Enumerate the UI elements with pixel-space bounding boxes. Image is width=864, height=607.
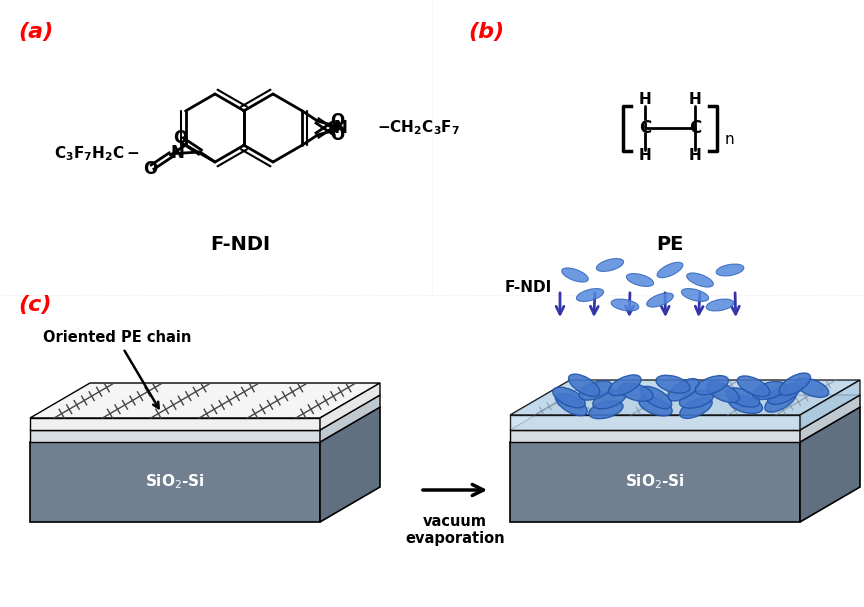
Polygon shape [320, 407, 380, 522]
Polygon shape [320, 383, 380, 430]
Ellipse shape [668, 379, 699, 401]
Polygon shape [320, 395, 380, 442]
Ellipse shape [608, 375, 641, 396]
Ellipse shape [579, 381, 613, 400]
Text: Oriented PE chain: Oriented PE chain [43, 330, 191, 409]
Ellipse shape [716, 264, 744, 276]
Text: H: H [638, 149, 651, 163]
Text: F-NDI: F-NDI [210, 236, 270, 254]
Text: $\mathbf{-CH_2C_3F_7}$: $\mathbf{-CH_2C_3F_7}$ [378, 118, 461, 137]
Ellipse shape [589, 401, 623, 419]
Text: (c): (c) [18, 295, 52, 315]
Ellipse shape [727, 388, 759, 407]
Polygon shape [30, 395, 380, 430]
Polygon shape [510, 430, 800, 442]
Ellipse shape [556, 393, 588, 416]
Text: PE: PE [657, 236, 683, 254]
Text: C: C [638, 119, 651, 137]
Text: SiO$_2$-Si: SiO$_2$-Si [626, 473, 685, 491]
Text: (b): (b) [468, 22, 504, 42]
Text: C: C [638, 119, 651, 137]
Ellipse shape [706, 299, 734, 311]
Text: SiO$_2$-Si: SiO$_2$-Si [145, 473, 205, 491]
Text: O: O [143, 160, 158, 178]
Ellipse shape [696, 376, 728, 395]
Ellipse shape [638, 396, 672, 416]
Text: vacuum
evaporation: vacuum evaporation [405, 514, 505, 546]
Polygon shape [510, 395, 860, 430]
Polygon shape [30, 418, 320, 430]
Polygon shape [30, 383, 380, 418]
Text: n: n [725, 132, 734, 148]
Ellipse shape [658, 262, 683, 278]
Polygon shape [510, 407, 860, 442]
Ellipse shape [562, 268, 588, 282]
Text: O: O [330, 112, 345, 130]
Ellipse shape [779, 373, 810, 395]
Polygon shape [800, 407, 860, 522]
Polygon shape [30, 430, 320, 442]
Text: O: O [173, 129, 187, 147]
Ellipse shape [796, 378, 829, 398]
Ellipse shape [728, 396, 763, 413]
Polygon shape [30, 407, 380, 442]
Ellipse shape [619, 383, 653, 401]
Ellipse shape [682, 288, 708, 302]
Ellipse shape [626, 274, 653, 287]
Polygon shape [510, 415, 800, 430]
Ellipse shape [753, 382, 786, 399]
Polygon shape [30, 442, 320, 522]
Polygon shape [510, 380, 860, 415]
Ellipse shape [680, 398, 712, 418]
Ellipse shape [611, 299, 638, 311]
Ellipse shape [687, 273, 714, 287]
Text: H: H [689, 92, 702, 107]
Text: N: N [334, 119, 347, 137]
Ellipse shape [707, 382, 740, 402]
Text: F-NDI: F-NDI [505, 280, 552, 296]
Polygon shape [800, 395, 860, 442]
Ellipse shape [765, 390, 796, 412]
Ellipse shape [596, 259, 624, 271]
Ellipse shape [647, 293, 673, 307]
Text: H: H [638, 92, 651, 107]
Ellipse shape [569, 374, 600, 396]
Polygon shape [800, 380, 860, 430]
Ellipse shape [553, 387, 585, 408]
Text: N: N [170, 144, 184, 163]
Ellipse shape [593, 390, 626, 409]
Ellipse shape [767, 384, 800, 404]
Polygon shape [510, 442, 800, 522]
Text: C: C [689, 119, 701, 137]
Ellipse shape [737, 376, 770, 396]
Ellipse shape [576, 288, 604, 302]
Text: O: O [330, 126, 345, 144]
Ellipse shape [656, 375, 690, 393]
Text: $\mathbf{C_3F_7H_2C-}$: $\mathbf{C_3F_7H_2C-}$ [54, 144, 140, 163]
Ellipse shape [679, 390, 714, 408]
Ellipse shape [640, 386, 671, 409]
Text: (a): (a) [18, 22, 54, 42]
Text: H: H [689, 149, 702, 163]
